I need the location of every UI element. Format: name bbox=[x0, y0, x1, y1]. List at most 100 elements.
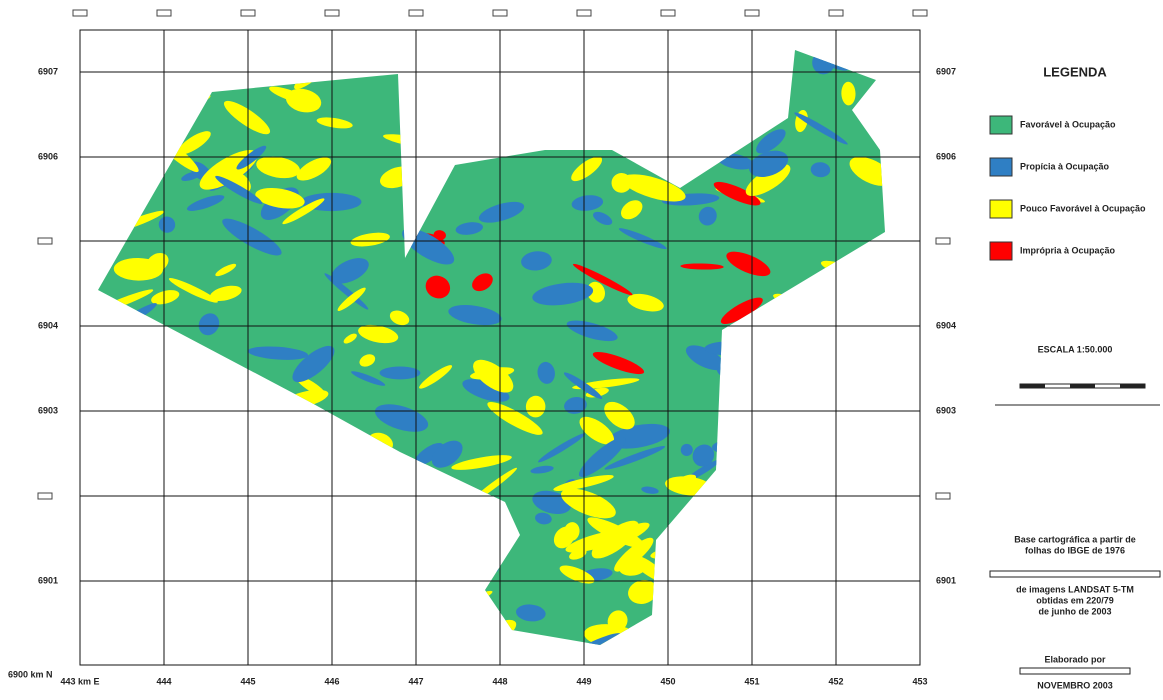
zone-patch bbox=[305, 594, 351, 631]
zone-patch bbox=[107, 50, 165, 63]
credit-author-2: NOVEMBRO 2003 bbox=[1037, 680, 1113, 690]
zone-patch bbox=[158, 216, 176, 233]
zone-patch bbox=[239, 525, 275, 534]
zone-patch bbox=[703, 510, 744, 540]
legend-title: LEGENDA bbox=[1043, 64, 1107, 79]
coord-icon bbox=[492, 9, 508, 17]
zone-patch bbox=[260, 389, 285, 408]
zone-patch bbox=[535, 512, 552, 525]
zone-patch bbox=[578, 436, 626, 478]
zone-patch bbox=[777, 375, 812, 396]
zone-patch bbox=[820, 260, 859, 277]
zone-patch bbox=[251, 418, 284, 438]
y-coord-label: 6901 bbox=[936, 575, 956, 585]
y-coord-label: 6901 bbox=[38, 575, 58, 585]
zone-patch bbox=[365, 471, 382, 493]
x-coord-label: 445 bbox=[240, 676, 255, 686]
zone-patch bbox=[680, 443, 693, 456]
zone-patch bbox=[98, 120, 104, 138]
coord-icon bbox=[935, 237, 951, 245]
credit-images-1: de imagens LANDSAT 5-TM bbox=[1016, 584, 1134, 594]
zone-patch bbox=[274, 466, 303, 478]
zone-patch bbox=[470, 367, 515, 380]
zone-patch bbox=[98, 592, 107, 613]
zone-patch bbox=[266, 523, 288, 546]
coord-icon bbox=[660, 9, 676, 17]
zone-patch bbox=[717, 588, 770, 607]
zone-patch bbox=[571, 195, 604, 211]
zone-patch bbox=[379, 366, 421, 380]
zone-patch bbox=[685, 345, 725, 371]
credit-images-2: obtidas em 220/79 bbox=[1036, 595, 1114, 605]
legend-label: Pouco Favorável à Ocupação bbox=[1020, 203, 1146, 213]
credit-base-1: Base cartográfica a partir de bbox=[1014, 534, 1136, 544]
zone-patch bbox=[222, 218, 282, 256]
zone-patch bbox=[215, 263, 237, 277]
credit-images-3: de junho de 2003 bbox=[1038, 606, 1111, 616]
zone-patch bbox=[850, 253, 881, 277]
zone-patch bbox=[667, 616, 690, 630]
zone-patch bbox=[223, 100, 271, 135]
zone-patch bbox=[510, 50, 572, 64]
zone-patch bbox=[841, 81, 856, 106]
zone-patch bbox=[272, 436, 290, 456]
zone-patch bbox=[181, 171, 202, 181]
zone-patch bbox=[792, 475, 817, 493]
zone-patch bbox=[791, 590, 845, 610]
zone-patch bbox=[406, 553, 455, 586]
credit-author-1: Elaborado por bbox=[1044, 654, 1106, 664]
zone-patch bbox=[215, 175, 263, 204]
zone-patch bbox=[573, 263, 633, 296]
zone-patch bbox=[622, 174, 686, 202]
zone-patch bbox=[658, 570, 682, 588]
zone-patch bbox=[604, 64, 621, 74]
zone-patch bbox=[579, 416, 615, 445]
zone-patch bbox=[111, 91, 126, 108]
x-coord-label: 453 bbox=[912, 676, 927, 686]
zone-patch bbox=[737, 328, 758, 342]
legend-swatch bbox=[989, 241, 1013, 261]
zone-patch bbox=[713, 181, 761, 206]
zone-patch bbox=[618, 228, 667, 250]
zone-patch bbox=[791, 437, 849, 473]
coord-icon bbox=[576, 9, 592, 17]
zone-patch bbox=[124, 572, 162, 605]
zone-patch bbox=[563, 372, 603, 399]
zone-patch bbox=[723, 602, 761, 632]
x-coord-label: 449 bbox=[576, 676, 591, 686]
zone-patch bbox=[112, 75, 167, 118]
zone-patch bbox=[419, 365, 453, 389]
zone-patch bbox=[827, 532, 885, 553]
zone-patch bbox=[98, 499, 142, 525]
zone-patch bbox=[773, 293, 811, 310]
zone-patch bbox=[516, 604, 546, 622]
zone-patch bbox=[448, 305, 502, 326]
zone-patch bbox=[866, 637, 885, 645]
grid: 443 km E 444 445 446 447 448 449 450 451 452 453 69… bbox=[8, 9, 956, 686]
zone-patch bbox=[120, 452, 169, 489]
zone-patch bbox=[414, 442, 444, 466]
coord-icon bbox=[912, 9, 928, 17]
zone-patch bbox=[146, 252, 169, 273]
zone-patch bbox=[186, 195, 225, 211]
zone-patch bbox=[739, 566, 771, 579]
zone-patch bbox=[250, 430, 265, 441]
coord-icon bbox=[37, 237, 53, 245]
zone-patch bbox=[285, 88, 322, 113]
zone-patch bbox=[593, 211, 613, 225]
zone-patch bbox=[292, 345, 335, 383]
scale-bar bbox=[995, 383, 1160, 406]
zone-patch bbox=[177, 131, 211, 155]
y-coord-label: 6904 bbox=[38, 320, 58, 330]
zone-patch bbox=[147, 406, 162, 427]
zone-patch bbox=[265, 452, 287, 475]
zone-patch bbox=[198, 313, 220, 336]
zone-patch bbox=[571, 156, 603, 182]
zone-patch bbox=[455, 595, 474, 612]
zone-patch bbox=[698, 206, 717, 226]
coord-icon bbox=[744, 9, 760, 17]
y-coord-label: 6906 bbox=[936, 151, 956, 161]
coord-icon bbox=[240, 9, 256, 17]
zone-patch bbox=[829, 615, 879, 636]
